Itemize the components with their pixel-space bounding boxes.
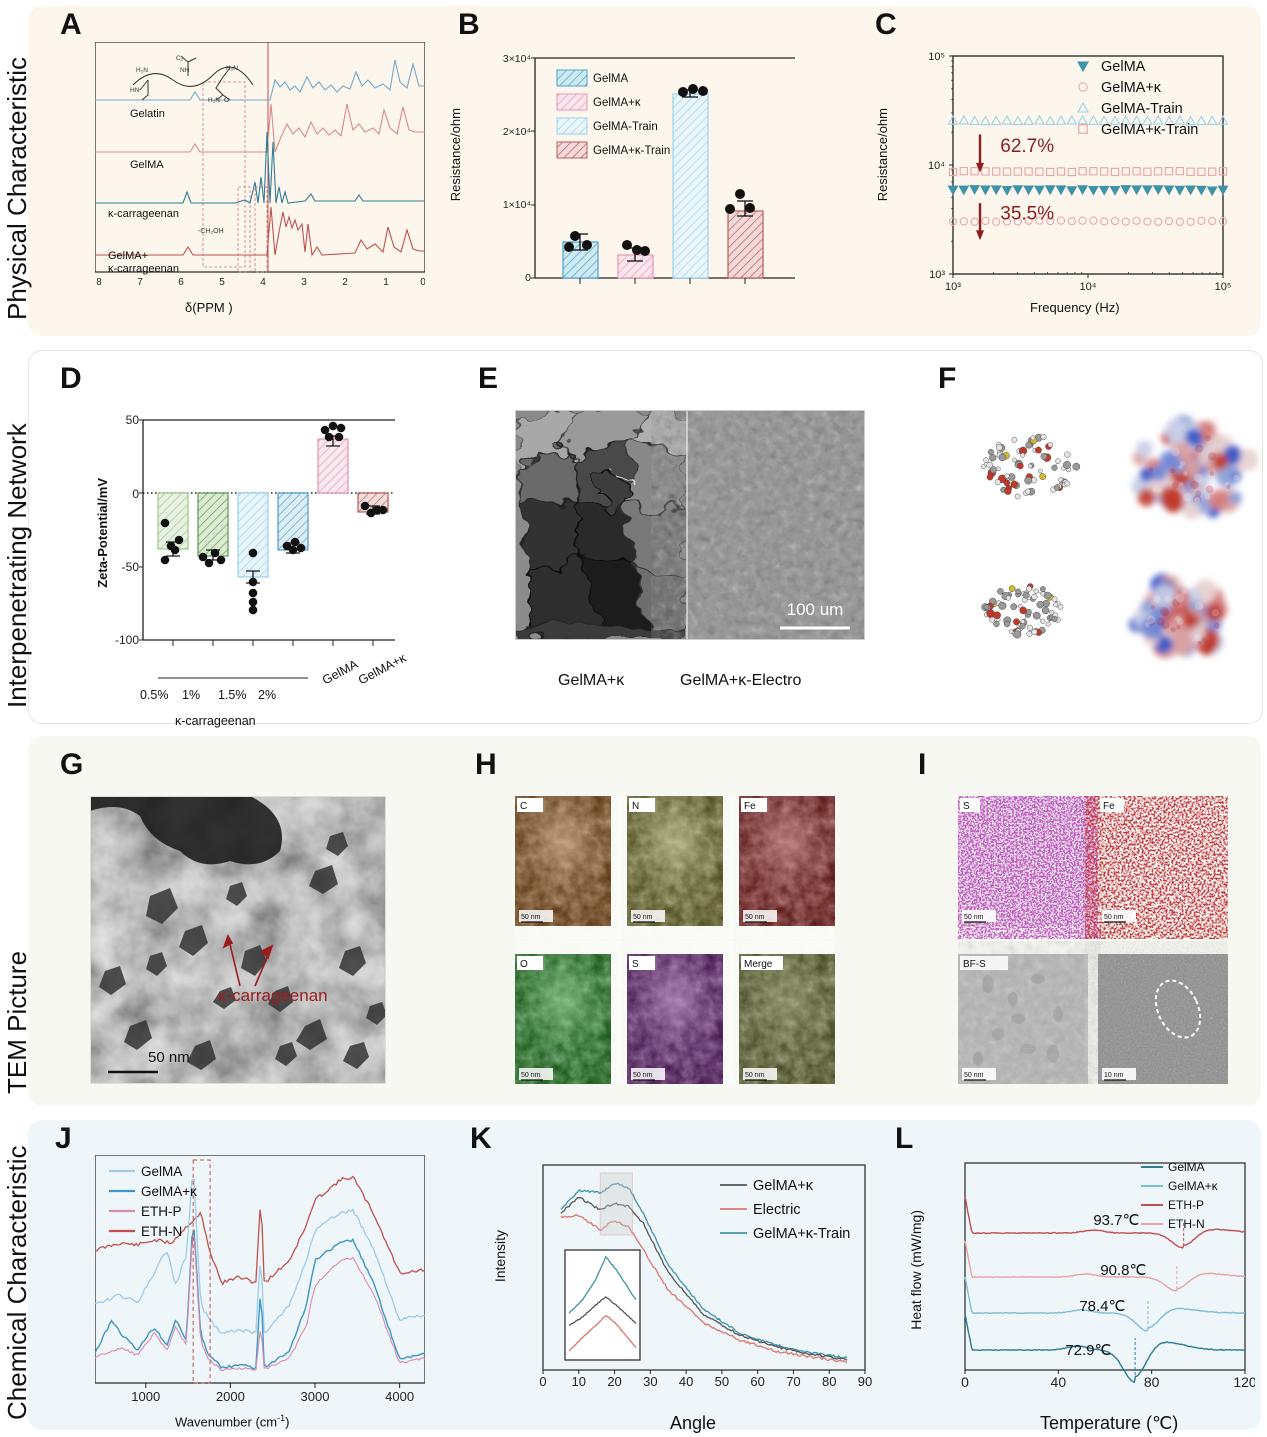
svg-text:8: 8 [96, 277, 102, 288]
svg-text:ETH-P: ETH-P [1168, 1198, 1204, 1212]
svg-text:HN: HN [130, 87, 140, 94]
svg-text:0: 0 [525, 272, 531, 284]
svg-text:100 um: 100 um [787, 600, 844, 619]
svg-text:40: 40 [1051, 1374, 1067, 1390]
svg-text:50 nm: 50 nm [1104, 914, 1124, 921]
svg-text:GelMA+κ: GelMA+κ [753, 1178, 814, 1194]
svg-text:GelMA+κ: GelMA+κ [1168, 1179, 1219, 1193]
svg-text:2×10⁴: 2×10⁴ [503, 126, 531, 138]
svg-text:-100: -100 [115, 633, 139, 647]
svg-text:N: N [632, 801, 639, 812]
svg-text:0: 0 [539, 1374, 546, 1389]
svg-text:GelMA: GelMA [593, 73, 628, 85]
svg-text:GelMA+κ-Train: GelMA+κ-Train [1101, 122, 1198, 138]
svg-text:0: 0 [420, 277, 425, 288]
svg-text:90.8℃: 90.8℃ [1100, 1262, 1146, 1279]
svg-text:50 nm: 50 nm [148, 1049, 190, 1066]
svg-text:10⁴: 10⁴ [1080, 281, 1097, 293]
svg-text:2000: 2000 [216, 1389, 245, 1404]
svg-text:ETH-N: ETH-N [141, 1224, 182, 1239]
svg-text:0: 0 [132, 487, 139, 501]
svg-text:Merge: Merge [744, 959, 773, 970]
svg-text:H₂N: H₂N [226, 65, 238, 72]
svg-text:50 nm: 50 nm [633, 1072, 653, 1079]
svg-text:H₂N: H₂N [136, 67, 148, 74]
svg-text:50: 50 [126, 413, 140, 427]
svg-text:GelMA-Train: GelMA-Train [1101, 101, 1183, 117]
svg-text:GelMA+κ: GelMA+κ [141, 1184, 197, 1199]
svg-text:GelMA: GelMA [141, 1164, 182, 1179]
svg-text:35.5%: 35.5% [1000, 204, 1054, 225]
svg-text:2: 2 [342, 277, 348, 288]
svg-text:50: 50 [715, 1374, 729, 1389]
svg-text:10: 10 [572, 1374, 586, 1389]
svg-text:S: S [632, 959, 639, 970]
svg-text:GelMA+κ: GelMA+κ [1101, 80, 1162, 96]
svg-text:72.9℃: 72.9℃ [1065, 1342, 1111, 1359]
svg-text:4: 4 [260, 277, 266, 288]
svg-text:GelMA+κ-Train: GelMA+κ-Train [753, 1226, 850, 1242]
svg-text:120: 120 [1233, 1374, 1255, 1390]
svg-text:3: 3 [301, 277, 307, 288]
svg-text:0: 0 [961, 1374, 969, 1390]
svg-text:70: 70 [786, 1374, 800, 1389]
svg-text:H₂N: H₂N [208, 97, 220, 104]
svg-text:10⁴: 10⁴ [928, 160, 945, 172]
svg-text:κ-carrageenan: κ-carrageenan [218, 986, 328, 1005]
svg-text:93.7℃: 93.7℃ [1093, 1212, 1139, 1229]
svg-text:50 nm: 50 nm [745, 1072, 765, 1079]
svg-text:62.7%: 62.7% [1000, 136, 1054, 157]
svg-text:40: 40 [679, 1374, 693, 1389]
svg-text:80: 80 [1144, 1374, 1160, 1390]
svg-text:10⁵: 10⁵ [928, 51, 945, 63]
svg-text:3×10⁴: 3×10⁴ [503, 53, 531, 65]
svg-text:C: C [520, 801, 527, 812]
svg-text:1×10⁴: 1×10⁴ [503, 199, 531, 211]
svg-text:GelMA-Train: GelMA-Train [593, 121, 658, 133]
svg-text:10³: 10³ [929, 269, 945, 281]
svg-text:4000: 4000 [385, 1389, 414, 1404]
svg-text:O: O [224, 97, 229, 104]
svg-text:GelMA: GelMA [1168, 1160, 1205, 1174]
svg-text:S: S [963, 801, 970, 812]
svg-text:Fe: Fe [1103, 801, 1115, 812]
svg-text:80: 80 [822, 1374, 836, 1389]
svg-text:50 nm: 50 nm [745, 914, 765, 921]
svg-text:GelMA: GelMA [1101, 59, 1146, 75]
svg-text:10³: 10³ [945, 281, 961, 293]
svg-text:50 nm: 50 nm [964, 914, 984, 921]
svg-text:30: 30 [643, 1374, 657, 1389]
svg-text:5: 5 [219, 277, 225, 288]
svg-text:20: 20 [607, 1374, 621, 1389]
svg-text:ETH-P: ETH-P [141, 1204, 182, 1219]
svg-text:90: 90 [858, 1374, 872, 1389]
svg-text:C₂: C₂ [176, 55, 184, 62]
svg-text:50 nm: 50 nm [633, 914, 653, 921]
svg-text:O: O [520, 959, 528, 970]
svg-text:50 nm: 50 nm [521, 1072, 541, 1079]
svg-text:GelMA+κ: GelMA+κ [593, 97, 641, 109]
svg-text:78.4℃: 78.4℃ [1079, 1298, 1125, 1315]
svg-text:ETH-N: ETH-N [1168, 1217, 1205, 1231]
svg-text:-50: -50 [122, 560, 140, 574]
svg-text:3000: 3000 [301, 1389, 330, 1404]
svg-text:6: 6 [178, 277, 184, 288]
svg-text:50 nm: 50 nm [521, 914, 541, 921]
svg-text:Fe: Fe [744, 801, 756, 812]
svg-text:Electric: Electric [753, 1202, 801, 1218]
svg-text:7: 7 [137, 277, 143, 288]
svg-text:NH: NH [180, 67, 190, 74]
svg-text:50 nm: 50 nm [964, 1072, 984, 1079]
svg-text:1000: 1000 [131, 1389, 160, 1404]
svg-text:1: 1 [383, 277, 389, 288]
svg-text:GelMA+κ-Train: GelMA+κ-Train [593, 145, 670, 157]
svg-text:60: 60 [750, 1374, 764, 1389]
svg-text:10 nm: 10 nm [1104, 1072, 1124, 1079]
svg-text:10⁵: 10⁵ [1215, 281, 1232, 293]
svg-text:BF-S: BF-S [963, 959, 986, 970]
